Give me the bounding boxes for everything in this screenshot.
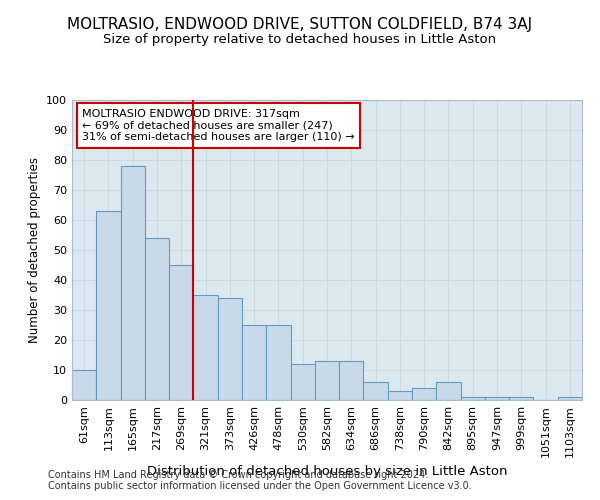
Bar — [339, 361, 364, 400]
Bar — [485, 397, 509, 400]
Text: MOLTRASIO ENDWOOD DRIVE: 317sqm
← 69% of detached houses are smaller (247)
31% o: MOLTRASIO ENDWOOD DRIVE: 317sqm ← 69% of… — [82, 109, 355, 142]
X-axis label: Distribution of detached houses by size in Little Aston: Distribution of detached houses by size … — [147, 465, 507, 478]
Text: MOLTRASIO, ENDWOOD DRIVE, SUTTON COLDFIELD, B74 3AJ: MOLTRASIO, ENDWOOD DRIVE, SUTTON COLDFIE… — [67, 18, 533, 32]
Bar — [242, 325, 266, 400]
Bar — [290, 364, 315, 400]
Bar — [315, 361, 339, 400]
Bar — [193, 295, 218, 400]
Bar — [509, 397, 533, 400]
Bar — [218, 298, 242, 400]
Bar — [121, 166, 145, 400]
Bar — [364, 382, 388, 400]
Bar — [436, 382, 461, 400]
Bar — [145, 238, 169, 400]
Bar — [558, 397, 582, 400]
Bar — [266, 325, 290, 400]
Bar — [388, 391, 412, 400]
Bar — [461, 397, 485, 400]
Text: Contains HM Land Registry data © Crown copyright and database right 2024.: Contains HM Land Registry data © Crown c… — [48, 470, 428, 480]
Text: Contains public sector information licensed under the Open Government Licence v3: Contains public sector information licen… — [48, 481, 472, 491]
Bar — [96, 211, 121, 400]
Bar — [412, 388, 436, 400]
Bar — [169, 265, 193, 400]
Bar — [72, 370, 96, 400]
Text: Size of property relative to detached houses in Little Aston: Size of property relative to detached ho… — [103, 32, 497, 46]
Y-axis label: Number of detached properties: Number of detached properties — [28, 157, 41, 343]
